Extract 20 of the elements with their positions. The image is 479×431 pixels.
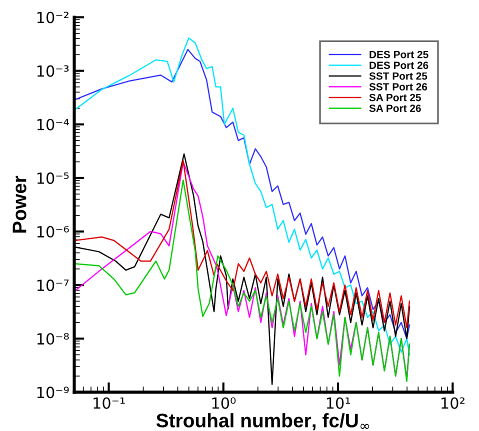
x-tick-label: 10² bbox=[442, 397, 464, 409]
x-tick-label: 10¹ bbox=[326, 397, 350, 409]
x-axis-title: Strouhal number, fc/U$_{∞}$ bbox=[156, 413, 369, 430]
y-tick-label: 10⁻⁸ bbox=[37, 333, 69, 345]
y-tick-label: 10⁻⁷ bbox=[37, 280, 69, 292]
y-tick-label: 10⁻⁹ bbox=[37, 386, 69, 398]
legend-label: SST Port 25 bbox=[369, 72, 428, 80]
y-tick-label: 10⁻³ bbox=[37, 65, 69, 77]
legend-label: SA Port 25 bbox=[369, 94, 421, 102]
y-tick-label: 10⁻⁶ bbox=[37, 226, 69, 238]
y-tick-label: 10⁻⁵ bbox=[37, 172, 69, 184]
legend-label: SST Port 26 bbox=[369, 83, 428, 90]
x-tick-label: 10⁰ bbox=[212, 397, 236, 409]
y-tick-label: 10⁻² bbox=[37, 12, 68, 24]
legend-label: DES Port 25 bbox=[370, 50, 428, 58]
x-tick-label: 10⁻¹ bbox=[94, 397, 125, 409]
legend-label: SA Port 26 bbox=[369, 104, 421, 112]
y-axis-title: Power bbox=[12, 176, 26, 233]
legend-label: DES Port 26 bbox=[370, 62, 428, 69]
y-tick-label: 10⁻⁴ bbox=[37, 118, 69, 130]
